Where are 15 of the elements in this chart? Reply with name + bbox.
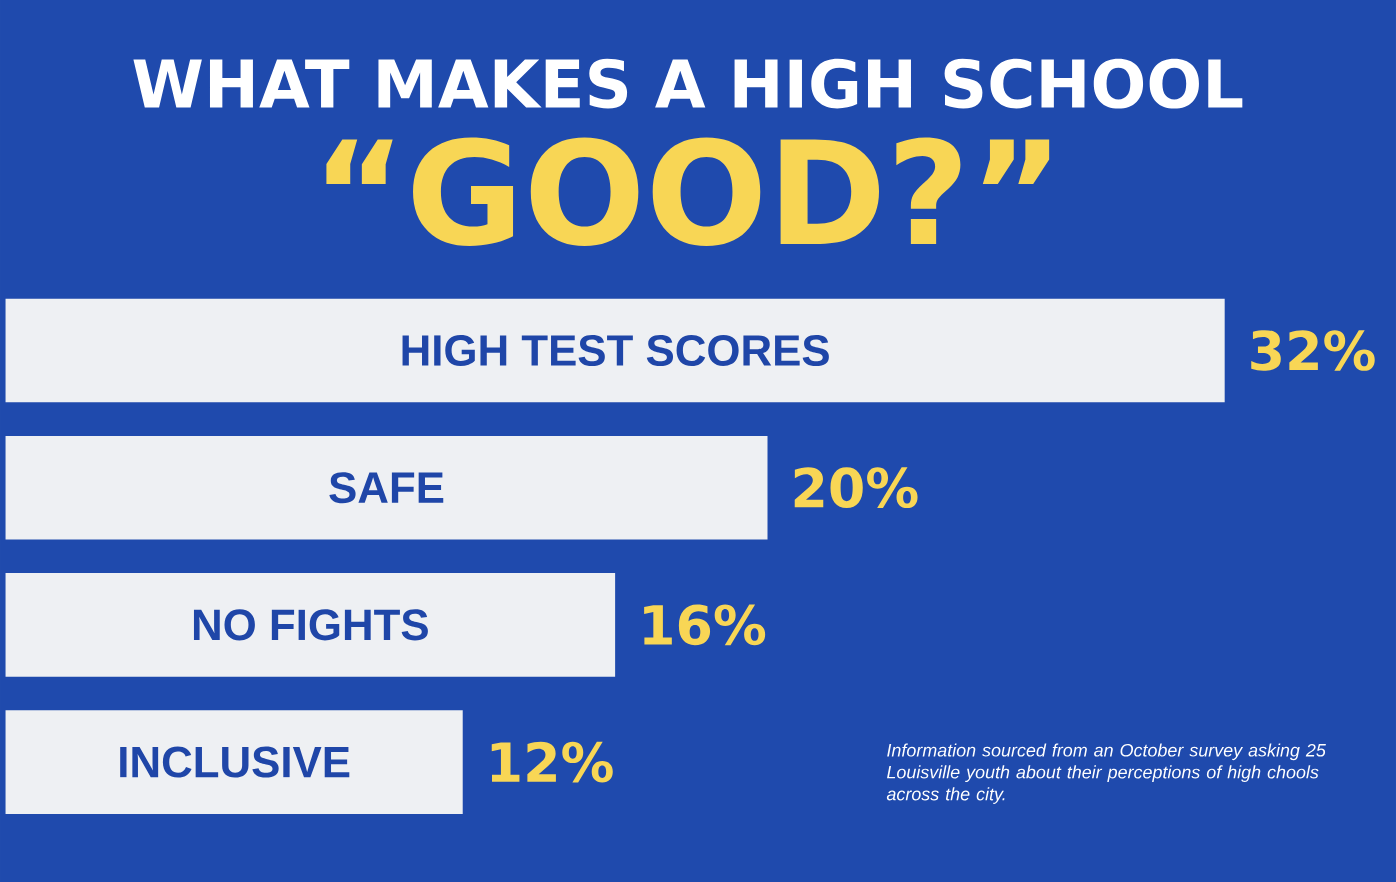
data-label: 12% (491, 741, 613, 783)
y-tick-label: HIGH TEST SCORES (402, 334, 829, 366)
data-label: 16% (644, 604, 766, 645)
chart-subtitle: “GOOD?” (326, 137, 1050, 246)
bar (5, 435, 768, 540)
bar (5, 298, 1225, 403)
annotation: Information sourced from an October survey asking 25 Louisville youth about their perceptions of high chools across the city. (886, 743, 1326, 804)
chart-title: WHAT MAKES A HIGH SCHOOL (133, 58, 1243, 109)
y-tick-label: SAFE (329, 471, 444, 503)
y-tick-label: NO FIGHTS (193, 609, 428, 641)
data-label: 20% (794, 467, 918, 508)
bar (5, 572, 616, 677)
y-tick-label: INCLUSIVE (120, 746, 350, 778)
data-label: 32% (1251, 329, 1375, 371)
bar (5, 710, 463, 814)
